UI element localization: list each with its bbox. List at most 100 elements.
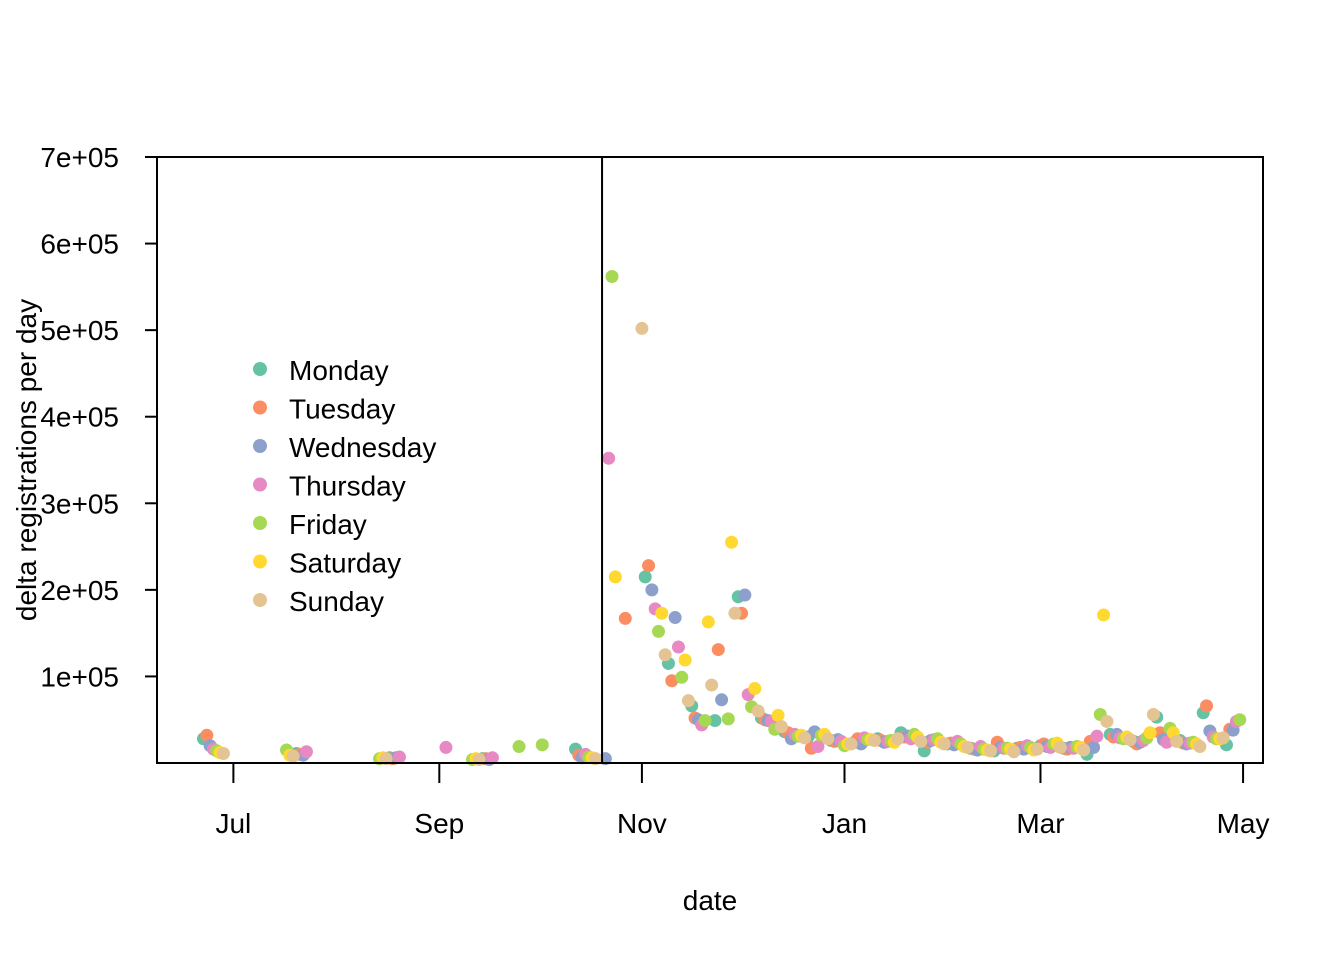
point-sunday-28 xyxy=(1170,734,1184,748)
point-sunday-19 xyxy=(960,740,974,754)
point-tuesday-6 xyxy=(642,559,656,573)
point-tuesday-30 xyxy=(1200,699,1214,713)
point-thursday-8 xyxy=(671,640,685,654)
point-sunday-25 xyxy=(1100,714,1114,728)
point-sunday-1 xyxy=(286,749,300,763)
legend-marker-saturday xyxy=(253,554,267,569)
point-saturday-9 xyxy=(725,535,739,549)
point-wednesday-7 xyxy=(668,611,682,625)
y-axis-label: delta registrations per day xyxy=(11,299,42,621)
point-sunday-23 xyxy=(1053,740,1067,754)
legend-marker-thursday xyxy=(253,477,267,492)
point-tuesday-7 xyxy=(665,674,679,688)
point-saturday-7 xyxy=(678,653,692,667)
point-tuesday-9 xyxy=(711,643,725,657)
y-tick-label-0: 1e+05 xyxy=(40,661,119,692)
legend-label-thursday: Thursday xyxy=(289,471,406,502)
point-sunday-30 xyxy=(1216,731,1230,745)
point-sunday-3 xyxy=(472,753,486,767)
point-friday-4 xyxy=(512,740,526,754)
x-axis: Jul Sep Nov Jan Mar May xyxy=(215,763,1270,839)
point-sunday-12 xyxy=(798,731,812,745)
point-monday-5 xyxy=(638,570,652,584)
point-sunday-17 xyxy=(914,734,928,748)
point-friday-9 xyxy=(675,670,689,684)
point-thursday-6 xyxy=(602,451,616,465)
x-tick-label-5: May xyxy=(1217,808,1270,839)
points-layer xyxy=(197,269,1247,767)
point-sunday-9 xyxy=(728,606,742,620)
point-sunday-26 xyxy=(1123,733,1137,747)
legend-marker-friday xyxy=(253,516,267,530)
point-thursday-25 xyxy=(1090,729,1104,743)
point-tuesday-0 xyxy=(200,728,214,742)
point-thursday-28 xyxy=(1160,735,1174,749)
point-monday-8 xyxy=(708,714,722,728)
point-sunday-27 xyxy=(1146,708,1160,722)
point-sunday-15 xyxy=(867,733,881,747)
y-tick-label-6: 7e+05 xyxy=(40,142,119,173)
point-saturday-8 xyxy=(701,615,715,629)
point-saturday-11 xyxy=(771,708,785,722)
point-sunday-7 xyxy=(681,694,695,708)
point-thursday-2 xyxy=(392,750,406,764)
x-tick-label-4: Mar xyxy=(1016,808,1064,839)
point-friday-11 xyxy=(721,712,735,726)
point-sunday-16 xyxy=(891,732,905,746)
legend: Monday Tuesday Wednesday Thursday Friday Satu… xyxy=(253,355,436,617)
y-tick-label-2: 3e+05 xyxy=(40,488,119,519)
legend-label-monday: Monday xyxy=(289,355,389,386)
point-saturday-5 xyxy=(608,570,622,584)
point-friday-33 xyxy=(1233,713,1247,727)
point-saturday-27 xyxy=(1143,726,1157,740)
y-tick-label-4: 5e+05 xyxy=(40,315,119,346)
point-sunday-11 xyxy=(774,720,788,734)
point-sunday-10 xyxy=(751,704,765,718)
point-sunday-21 xyxy=(1007,745,1021,759)
point-tuesday-5 xyxy=(618,611,632,625)
point-wednesday-10 xyxy=(738,588,752,602)
point-thursday-1 xyxy=(299,745,313,759)
legend-label-sunday: Sunday xyxy=(289,586,384,617)
y-tick-label-3: 4e+05 xyxy=(40,402,119,433)
point-saturday-6 xyxy=(655,606,669,620)
point-sunday-4 xyxy=(588,752,602,766)
point-sunday-24 xyxy=(1077,743,1091,757)
point-sunday-22 xyxy=(1030,742,1044,756)
point-sunday-13 xyxy=(821,732,835,746)
x-tick-label-0: Jul xyxy=(215,808,251,839)
plot-frame xyxy=(156,156,1264,764)
legend-label-tuesday: Tuesday xyxy=(289,394,395,425)
y-axis: 1e+05 2e+05 3e+05 4e+05 5e+05 6e+05 7e+05 xyxy=(40,142,157,692)
point-sunday-18 xyxy=(937,737,951,751)
x-axis-label: date xyxy=(683,885,738,916)
point-thursday-4 xyxy=(485,751,499,765)
x-tick-label-1: Sep xyxy=(414,808,464,839)
point-sunday-8 xyxy=(705,678,719,692)
point-sunday-5 xyxy=(635,321,649,335)
y-tick-label-5: 6e+05 xyxy=(40,229,119,260)
point-wednesday-6 xyxy=(645,583,659,597)
point-wednesday-9 xyxy=(715,693,729,707)
point-sunday-29 xyxy=(1193,740,1207,754)
legend-marker-tuesday xyxy=(253,400,267,415)
point-sunday-0 xyxy=(216,746,230,760)
legend-marker-sunday xyxy=(253,593,267,607)
point-friday-7 xyxy=(605,269,619,283)
point-thursday-13 xyxy=(811,740,825,754)
legend-label-saturday: Saturday xyxy=(289,548,401,579)
legend-label-wednesday: Wednesday xyxy=(289,432,436,463)
point-thursday-3 xyxy=(439,740,453,754)
x-tick-label-2: Nov xyxy=(617,808,667,839)
point-friday-10 xyxy=(698,714,712,728)
point-sunday-2 xyxy=(379,752,393,766)
point-saturday-25 xyxy=(1097,608,1111,622)
point-friday-5 xyxy=(535,738,549,752)
x-tick-label-3: Jan xyxy=(822,808,867,839)
point-sunday-6 xyxy=(658,648,672,662)
point-saturday-10 xyxy=(748,682,762,696)
legend-marker-monday xyxy=(253,362,267,376)
point-friday-8 xyxy=(652,624,666,638)
point-sunday-14 xyxy=(844,737,858,751)
